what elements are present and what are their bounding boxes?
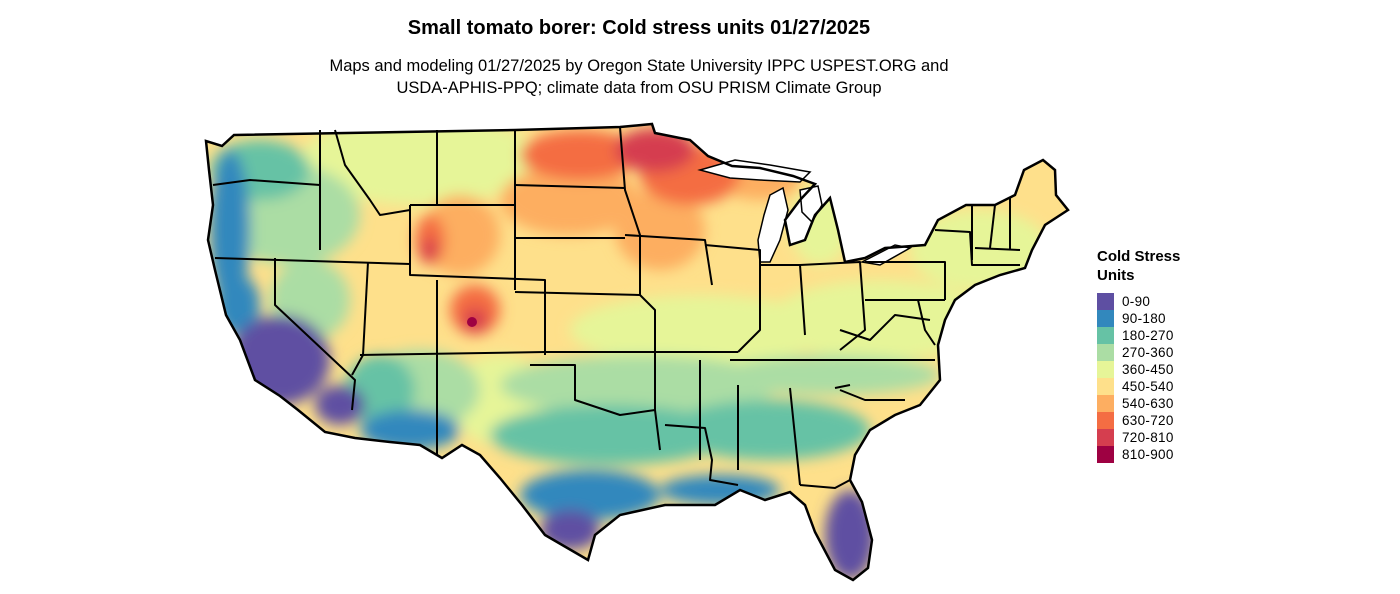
- region-90-180: [210, 150, 250, 310]
- legend-item: 810-900: [1097, 446, 1180, 463]
- region-0-90: [540, 510, 600, 550]
- state-boundary: [514, 184, 626, 189]
- legend-swatch: [1097, 378, 1114, 395]
- state-boundaries: [212, 126, 1021, 489]
- state-boundary: [799, 479, 851, 489]
- legend-swatch: [1097, 310, 1114, 327]
- region-630-720: [520, 130, 640, 180]
- state-boundary: [619, 126, 656, 410]
- legend-label: 0-90: [1122, 294, 1151, 309]
- legend-swatch: [1097, 412, 1114, 429]
- state-boundary: [799, 261, 866, 351]
- region-180-270: [670, 400, 870, 460]
- legend-label: 450-540: [1122, 379, 1174, 394]
- region-720-810: [422, 238, 438, 262]
- state-boundary: [704, 244, 761, 353]
- legend-item: 90-180: [1097, 310, 1180, 327]
- state-boundary: [530, 364, 661, 451]
- map-subtitle: Maps and modeling 01/27/2025 by Oregon S…: [0, 55, 1278, 99]
- region-90-180: [660, 475, 780, 505]
- legend-swatch: [1097, 327, 1114, 344]
- legend-swatch: [1097, 344, 1114, 361]
- map-title: Small tomato borer: Cold stress units 01…: [407, 17, 871, 39]
- region-720-810: [615, 128, 695, 172]
- subtitle-line-2: USDA-APHIS-PPQ; climate data from OSU PR…: [396, 79, 882, 97]
- state-boundary: [839, 314, 931, 341]
- region-0-90: [825, 490, 875, 580]
- region-270-360: [720, 355, 940, 395]
- state-boundary: [834, 384, 851, 389]
- legend-label: 360-450: [1122, 362, 1174, 377]
- legend-label: 180-270: [1122, 328, 1174, 343]
- legend-items: 0-90 90-180 180-270 270-360 360-450 450-540 54…: [1097, 293, 1180, 463]
- state-boundary: [989, 204, 996, 249]
- state-boundary: [865, 261, 946, 300]
- state-boundary: [917, 299, 936, 346]
- state-boundary: [334, 129, 411, 216]
- legend-label: 630-720: [1122, 413, 1174, 428]
- legend-item: 720-810: [1097, 429, 1180, 446]
- state-boundary: [974, 247, 1021, 251]
- legend-swatch: [1097, 429, 1114, 446]
- region-270-360: [500, 355, 780, 415]
- legend-item: 0-90: [1097, 293, 1180, 310]
- legend-label: 540-630: [1122, 396, 1174, 411]
- state-boundary: [359, 351, 546, 356]
- region-90-180: [360, 410, 460, 450]
- state-boundary: [514, 291, 641, 296]
- legend-label: 810-900: [1122, 447, 1174, 462]
- region-0-90: [230, 315, 330, 405]
- legend-item: 450-540: [1097, 378, 1180, 395]
- region-180-270: [490, 405, 730, 465]
- region-360-450: [300, 124, 540, 205]
- state-boundary: [839, 389, 905, 401]
- subtitle-line-1: Maps and modeling 01/27/2025 by Oregon S…: [329, 57, 949, 75]
- state-boundary: [214, 257, 411, 265]
- legend-swatch: [1097, 395, 1114, 412]
- legend-swatch: [1097, 293, 1114, 310]
- legend-label: 90-180: [1122, 311, 1166, 326]
- lake-superior: [697, 159, 812, 183]
- legend-item: 270-360: [1097, 344, 1180, 361]
- region-540-630: [615, 190, 705, 270]
- legend-item: 360-450: [1097, 361, 1180, 378]
- legend-label: 720-810: [1122, 430, 1174, 445]
- region-810-900: [467, 317, 477, 327]
- region-90-180: [520, 470, 660, 520]
- state-boundary: [274, 258, 356, 411]
- legend: Cold Stress Units 0-90 90-180 180-270 270-3…: [1097, 247, 1180, 463]
- legend-label: 270-360: [1122, 345, 1174, 360]
- region-360-450: [570, 295, 830, 365]
- state-boundary: [212, 179, 321, 186]
- legend-swatch: [1097, 361, 1114, 378]
- state-boundary: [664, 424, 739, 486]
- state-boundary: [624, 234, 713, 286]
- lake-erie: [859, 244, 913, 266]
- legend-title-line-1: Cold Stress: [1097, 248, 1181, 265]
- lake-michigan: [757, 186, 789, 263]
- state-boundary: [409, 205, 546, 355]
- state-boundary: [789, 387, 801, 486]
- region-540-630: [500, 165, 640, 235]
- legend-item: 630-720: [1097, 412, 1180, 429]
- legend-item: 180-270: [1097, 327, 1180, 344]
- region-0-90: [315, 385, 365, 425]
- region-360-450: [910, 210, 1050, 290]
- legend-item: 540-630: [1097, 395, 1180, 412]
- legend-title: Cold Stress Units: [1097, 247, 1180, 285]
- legend-title-line-2: Units: [1097, 267, 1135, 284]
- legend-swatch: [1097, 446, 1114, 463]
